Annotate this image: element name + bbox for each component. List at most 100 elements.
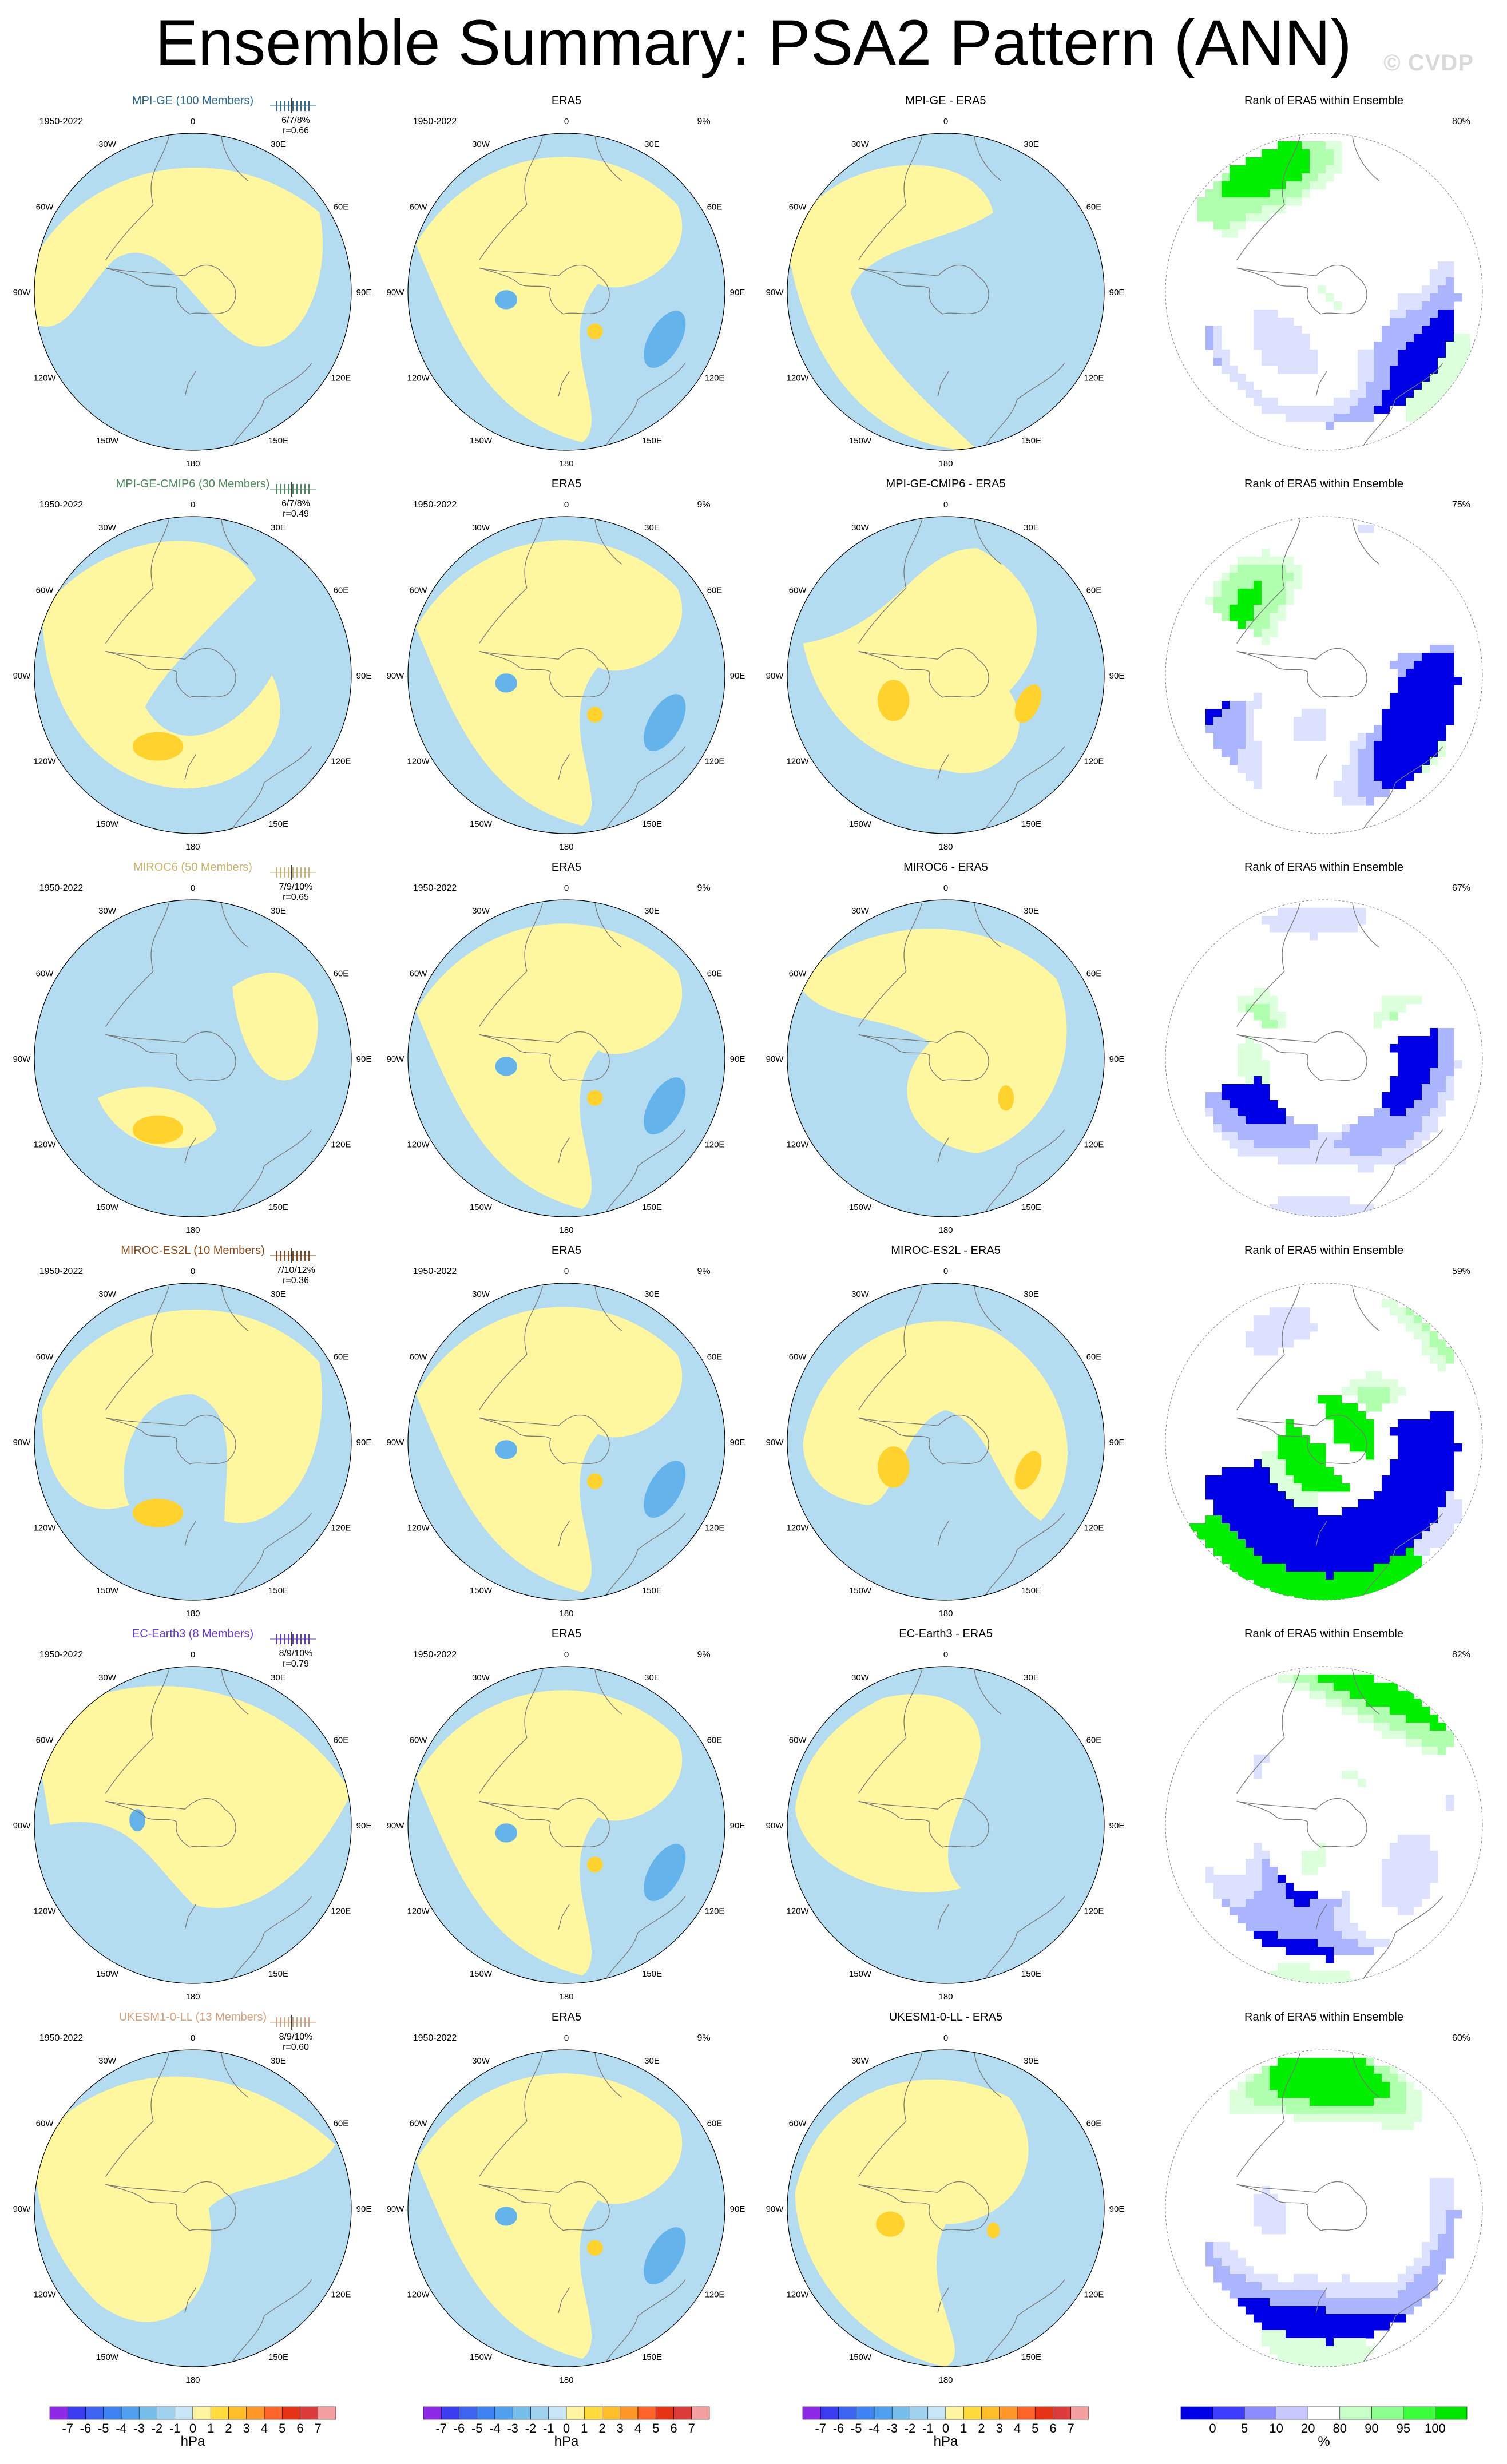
lon-label: 150E — [1021, 436, 1041, 446]
rank-cell — [1358, 1715, 1366, 1723]
rank-cell — [1406, 1124, 1414, 1133]
rank-cell — [1230, 757, 1238, 765]
rank-cell — [1254, 2290, 1262, 2299]
rank-cell — [1406, 1548, 1414, 1556]
rank-cell — [1326, 2346, 1334, 2355]
rank-cell — [1286, 1556, 1294, 1564]
rank-cell — [1246, 701, 1254, 709]
rank-cell — [1302, 2322, 1310, 2331]
rank-cell — [1205, 725, 1214, 733]
rank-cell — [1238, 2082, 1246, 2090]
rank-cell — [1254, 1076, 1262, 1085]
rank-cell — [1326, 1580, 1334, 1588]
rank-cell — [1430, 1435, 1438, 1444]
rank-cell — [1430, 1515, 1438, 1524]
rank-cell — [1310, 2338, 1318, 2347]
rank-cell — [1294, 1539, 1302, 1548]
rank-cell — [1254, 157, 1262, 166]
rank-cell — [1286, 1572, 1294, 1580]
rank-cell — [1230, 1515, 1238, 1524]
rank-cell — [1414, 1116, 1422, 1125]
rank-cell — [1238, 1572, 1246, 1580]
rank-cell — [1262, 149, 1270, 158]
rank-cell — [1326, 165, 1334, 174]
lon-label: 60E — [707, 586, 723, 596]
rank-cell — [1438, 269, 1446, 278]
rank-cell — [1222, 741, 1230, 749]
rank-pct: 67% — [1452, 883, 1470, 893]
rank-cell — [1414, 1315, 1422, 1324]
lon-label: 30E — [271, 1289, 286, 1299]
lon-label: 120E — [704, 1140, 724, 1150]
rank-cell — [1430, 1036, 1438, 1045]
rank-cell — [1270, 1564, 1278, 1572]
lon-label: 180 — [559, 1992, 573, 2002]
rank-cell — [1262, 2186, 1270, 2195]
rank-cell — [1238, 1531, 1246, 1540]
rank-cell — [1366, 2322, 1374, 2331]
rank-cell — [1246, 1339, 1254, 1348]
rank-cell — [1286, 2338, 1294, 2347]
colorbar-label: -3 — [133, 2421, 145, 2435]
colorbar-swatch — [85, 2406, 104, 2420]
colorbar-swatch — [1017, 2406, 1036, 2420]
rank-cell — [1446, 1499, 1454, 1508]
colorbar-label: -4 — [116, 2421, 127, 2435]
map-boundary — [407, 133, 725, 451]
lon-label: 90E — [1109, 2204, 1125, 2214]
lon-label: 90E — [1109, 671, 1125, 681]
rank-cell — [1438, 2218, 1446, 2227]
rank-cell — [1238, 581, 1246, 589]
rank-cell — [1390, 1044, 1398, 1053]
rank-cell — [1310, 1548, 1318, 1556]
rank-cell — [1406, 1835, 1414, 1843]
coast-line — [985, 363, 1065, 446]
rank-cell — [1422, 1523, 1430, 1532]
lon-label: 30W — [851, 906, 870, 916]
rank-cell — [1430, 1451, 1438, 1460]
coast-line — [985, 2279, 1065, 2363]
rank-cell — [1374, 1939, 1382, 1947]
rank-cell — [1382, 2122, 1390, 2130]
coast-line — [974, 519, 1002, 565]
coast-line — [594, 2053, 622, 2098]
rank-cell — [1358, 1707, 1366, 1715]
rank-cell — [1422, 1548, 1430, 1556]
rank-cell — [1398, 996, 1406, 1005]
rank-cell — [1390, 2290, 1398, 2299]
lon-label: 0 — [943, 500, 948, 510]
rank-cell — [1398, 2290, 1406, 2299]
rank-cell — [1310, 1523, 1318, 1532]
rank-cell — [1222, 1899, 1230, 1907]
period-label: 1950-2022 — [413, 117, 457, 126]
rank-cell — [1350, 2306, 1358, 2315]
lon-label: 180 — [938, 459, 953, 469]
rank-cell — [1406, 414, 1414, 422]
rank-cell — [1374, 1140, 1382, 1149]
colorbar-swatch — [999, 2406, 1018, 2420]
rank-cell — [1334, 1580, 1342, 1588]
rank-cell — [1254, 189, 1262, 198]
rank-cell — [1342, 1403, 1350, 1412]
anomaly-blob — [644, 1461, 686, 1518]
rank-cell — [1358, 1947, 1366, 1955]
rank-cell — [1213, 326, 1222, 334]
rank-cell — [1286, 1140, 1294, 1149]
coast-line — [1315, 1521, 1328, 1546]
rank-cell — [1350, 789, 1358, 797]
rank-cell — [1422, 1092, 1430, 1101]
rank-cell — [1342, 2362, 1350, 2367]
rank-cell — [1310, 1148, 1318, 1157]
rank-cell — [1350, 2066, 1358, 2074]
rank-cell — [1230, 1875, 1238, 1883]
rank-cell — [1342, 1204, 1350, 1213]
rank-cell — [1374, 390, 1382, 398]
rank-cell — [1350, 2330, 1358, 2339]
colorbar-label: 2 — [225, 2421, 232, 2435]
rank-cell — [1310, 1531, 1318, 1540]
rank-cell — [1358, 1596, 1366, 1600]
rank-cell — [1302, 2298, 1310, 2307]
rank-cell — [1390, 1307, 1398, 1316]
rank-cell — [1254, 1539, 1262, 1548]
